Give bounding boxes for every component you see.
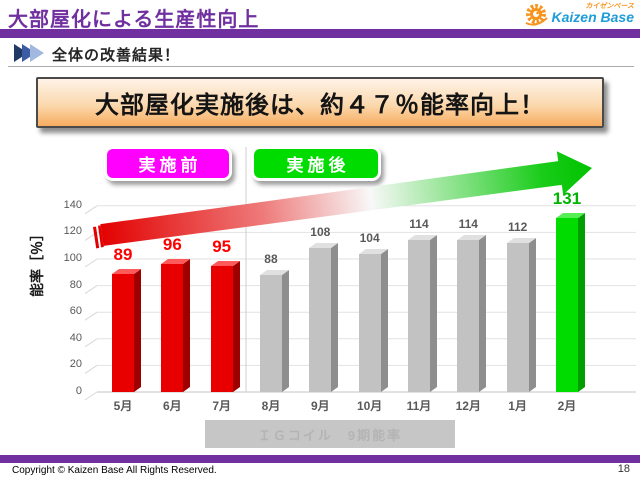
chevron-right-icon <box>14 43 50 68</box>
chart-title-masked: ＩＧコイル 9期能率 <box>205 420 455 448</box>
logo-en-text: Kaizen Base <box>551 9 634 25</box>
title-rule <box>0 29 640 38</box>
copyright-text: Copyright © Kaizen Base All Rights Reser… <box>12 465 217 476</box>
section-divider <box>8 66 634 67</box>
gear-icon <box>523 2 549 33</box>
footer-rule <box>0 455 640 463</box>
page-number: 18 <box>617 463 630 475</box>
headline-banner: 大部屋化実施後は、約４７％能率向上！ <box>36 77 604 128</box>
section-title: 全体の改善結果！ <box>52 47 181 64</box>
kaizen-base-logo: カイゼンベース Kaizen Base <box>523 1 635 29</box>
page-title: 大部屋化による生産性向上 <box>8 9 260 31</box>
logo-jp-text: カイゼンベース <box>585 3 634 10</box>
